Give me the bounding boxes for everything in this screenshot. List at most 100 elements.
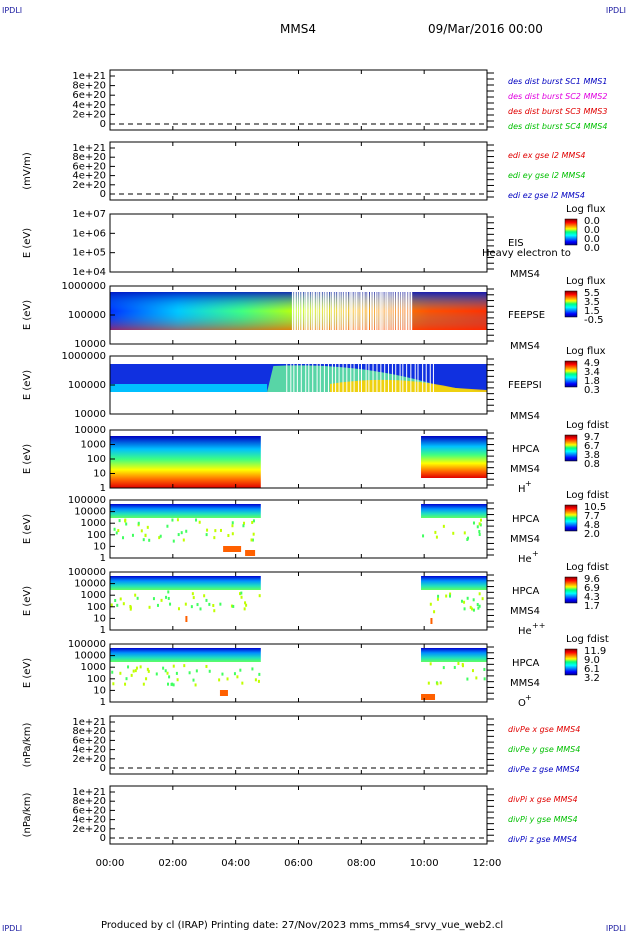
y-axis-label: E (eV): [22, 444, 33, 474]
instrument-label: HPCA: [512, 658, 540, 669]
colorbar: [564, 360, 578, 388]
y-tick-label: 100000: [68, 639, 106, 650]
legend-entry: divPe y gse MMS4: [508, 745, 580, 754]
y-tick-label: 100: [87, 454, 106, 465]
y-axis-label: (mV/m): [22, 152, 33, 190]
y-tick-label: 1000: [81, 662, 106, 673]
spectrogram-pixel: [478, 592, 481, 596]
colorbar-title: Log fdist: [566, 562, 609, 573]
y-axis-label: E (eV): [22, 370, 33, 400]
species-label: O: [518, 698, 526, 709]
spectrogram-pixel: [479, 523, 482, 527]
spectrogram-pixel: [183, 664, 186, 668]
colorbar-value: 0.0: [584, 243, 600, 254]
y-tick-label: 1: [100, 553, 106, 564]
spectrogram-pixel: [185, 616, 188, 622]
spectrogram-pixel: [478, 604, 481, 608]
spectrogram-pixel: [208, 669, 211, 673]
spectrogram-pixel: [252, 519, 255, 523]
spectrogram-pixel: [430, 618, 433, 624]
legend-entry: divPi z gse MMS4: [508, 835, 577, 844]
colorbar-value: 0.0: [584, 234, 600, 245]
colorbar: [564, 504, 578, 532]
legend-entry: des dist burst SC3 MMS3: [508, 107, 607, 116]
colorbar-title: Log fdist: [566, 490, 609, 501]
colorbar-value: 3.5: [584, 297, 600, 308]
legend-entry: des dist burst SC2 MMS2: [508, 92, 607, 101]
panel-frame: [109, 785, 488, 845]
y-tick-label: 0: [100, 763, 106, 774]
y-axis-label: E (eV): [22, 586, 33, 616]
spectrogram-pixel: [483, 667, 486, 671]
spectrogram-pixel: [258, 672, 261, 676]
spectrogram-pixel: [477, 606, 480, 610]
spectrogram-pixel: [436, 682, 439, 686]
spectrogram-pixel: [135, 666, 138, 670]
spectrogram-feature: [110, 384, 268, 392]
corner-label-bl: IPDLI: [2, 924, 23, 933]
colorbar-title: Log fdist: [566, 634, 609, 645]
colorbar-value: 11.9: [584, 646, 606, 657]
spectrogram-pixel: [144, 534, 147, 538]
spectrogram-pixel: [219, 528, 222, 532]
colorbar-value: 9.7: [584, 432, 600, 443]
colorbar: [564, 576, 578, 604]
spectrogram-pixel: [478, 530, 481, 534]
spectrogram-pixel: [436, 597, 439, 601]
panel-frame: [109, 715, 488, 775]
spectrogram-pixel: [119, 671, 122, 675]
y-tick-label: 100000: [68, 310, 106, 321]
spectrogram-pixel: [148, 605, 151, 609]
y-tick-label: 10: [93, 685, 106, 696]
spectrogram-pixel: [160, 598, 163, 602]
colorbar-value: 3.2: [584, 673, 600, 684]
x-tick-label: 00:00: [96, 858, 125, 869]
y-tick-label: 1e+07: [72, 209, 106, 220]
spectrogram-pixel: [206, 528, 209, 532]
spectrogram-pixel: [463, 600, 466, 604]
spectrogram-pixel: [175, 671, 178, 675]
spectrogram-pixel: [196, 603, 199, 607]
y-tick-label: 1000: [81, 518, 106, 529]
spectrogram-pixel: [169, 602, 172, 606]
spectrogram-pixel: [118, 519, 121, 523]
y-tick-label: 6e+20: [72, 90, 106, 101]
spectrogram-pixel: [167, 682, 170, 686]
spectrogram-pixel: [245, 550, 256, 556]
y-tick-label: 1e+04: [72, 267, 106, 278]
spectrogram-pixel: [236, 675, 239, 679]
spectrogram-pixel: [239, 668, 242, 672]
colorbar-value: 9.0: [584, 655, 600, 666]
spectrogram-pixel: [158, 536, 161, 540]
species-charge: +: [525, 693, 532, 702]
colorbar-value: 4.9: [584, 358, 600, 369]
spectrogram-pixel: [122, 602, 125, 606]
colorbar-value: 1.5: [584, 306, 600, 317]
spectrogram-pixel: [159, 534, 162, 538]
spectrogram-pixel: [452, 531, 455, 535]
spectrogram-pixel: [252, 532, 255, 536]
spectrogram-pixel: [167, 590, 170, 594]
spectrogram-pixel: [429, 602, 432, 606]
y-tick-label: 1e+21: [72, 71, 106, 82]
spectrogram-band: [110, 576, 261, 590]
y-tick-label: 1e+06: [72, 228, 106, 239]
spectrogram-pixel: [241, 681, 244, 685]
spectrogram-pixel: [195, 518, 198, 522]
y-tick-label: 1e+05: [72, 248, 106, 259]
legend-entry: divPi y gse MMS4: [508, 815, 578, 824]
colorbar: [564, 218, 578, 246]
legend-entry: divPe x gse MMS4: [508, 725, 580, 734]
panel-frame: [109, 69, 488, 131]
spectrogram-pixel: [460, 599, 463, 603]
y-tick-label: 1: [100, 697, 106, 708]
spectrogram-pixel: [184, 602, 187, 606]
spectrogram-pixel: [242, 524, 245, 528]
y-axis-label: (nPa/km): [22, 793, 33, 838]
spectrogram-pixel: [221, 672, 224, 676]
colorbar-value: 7.7: [584, 511, 600, 522]
spectrogram-pixel: [171, 518, 174, 522]
spectrogram-pixel: [164, 669, 167, 673]
spectrogram-pixel: [205, 598, 208, 602]
spectrogram-pixel: [131, 533, 134, 537]
